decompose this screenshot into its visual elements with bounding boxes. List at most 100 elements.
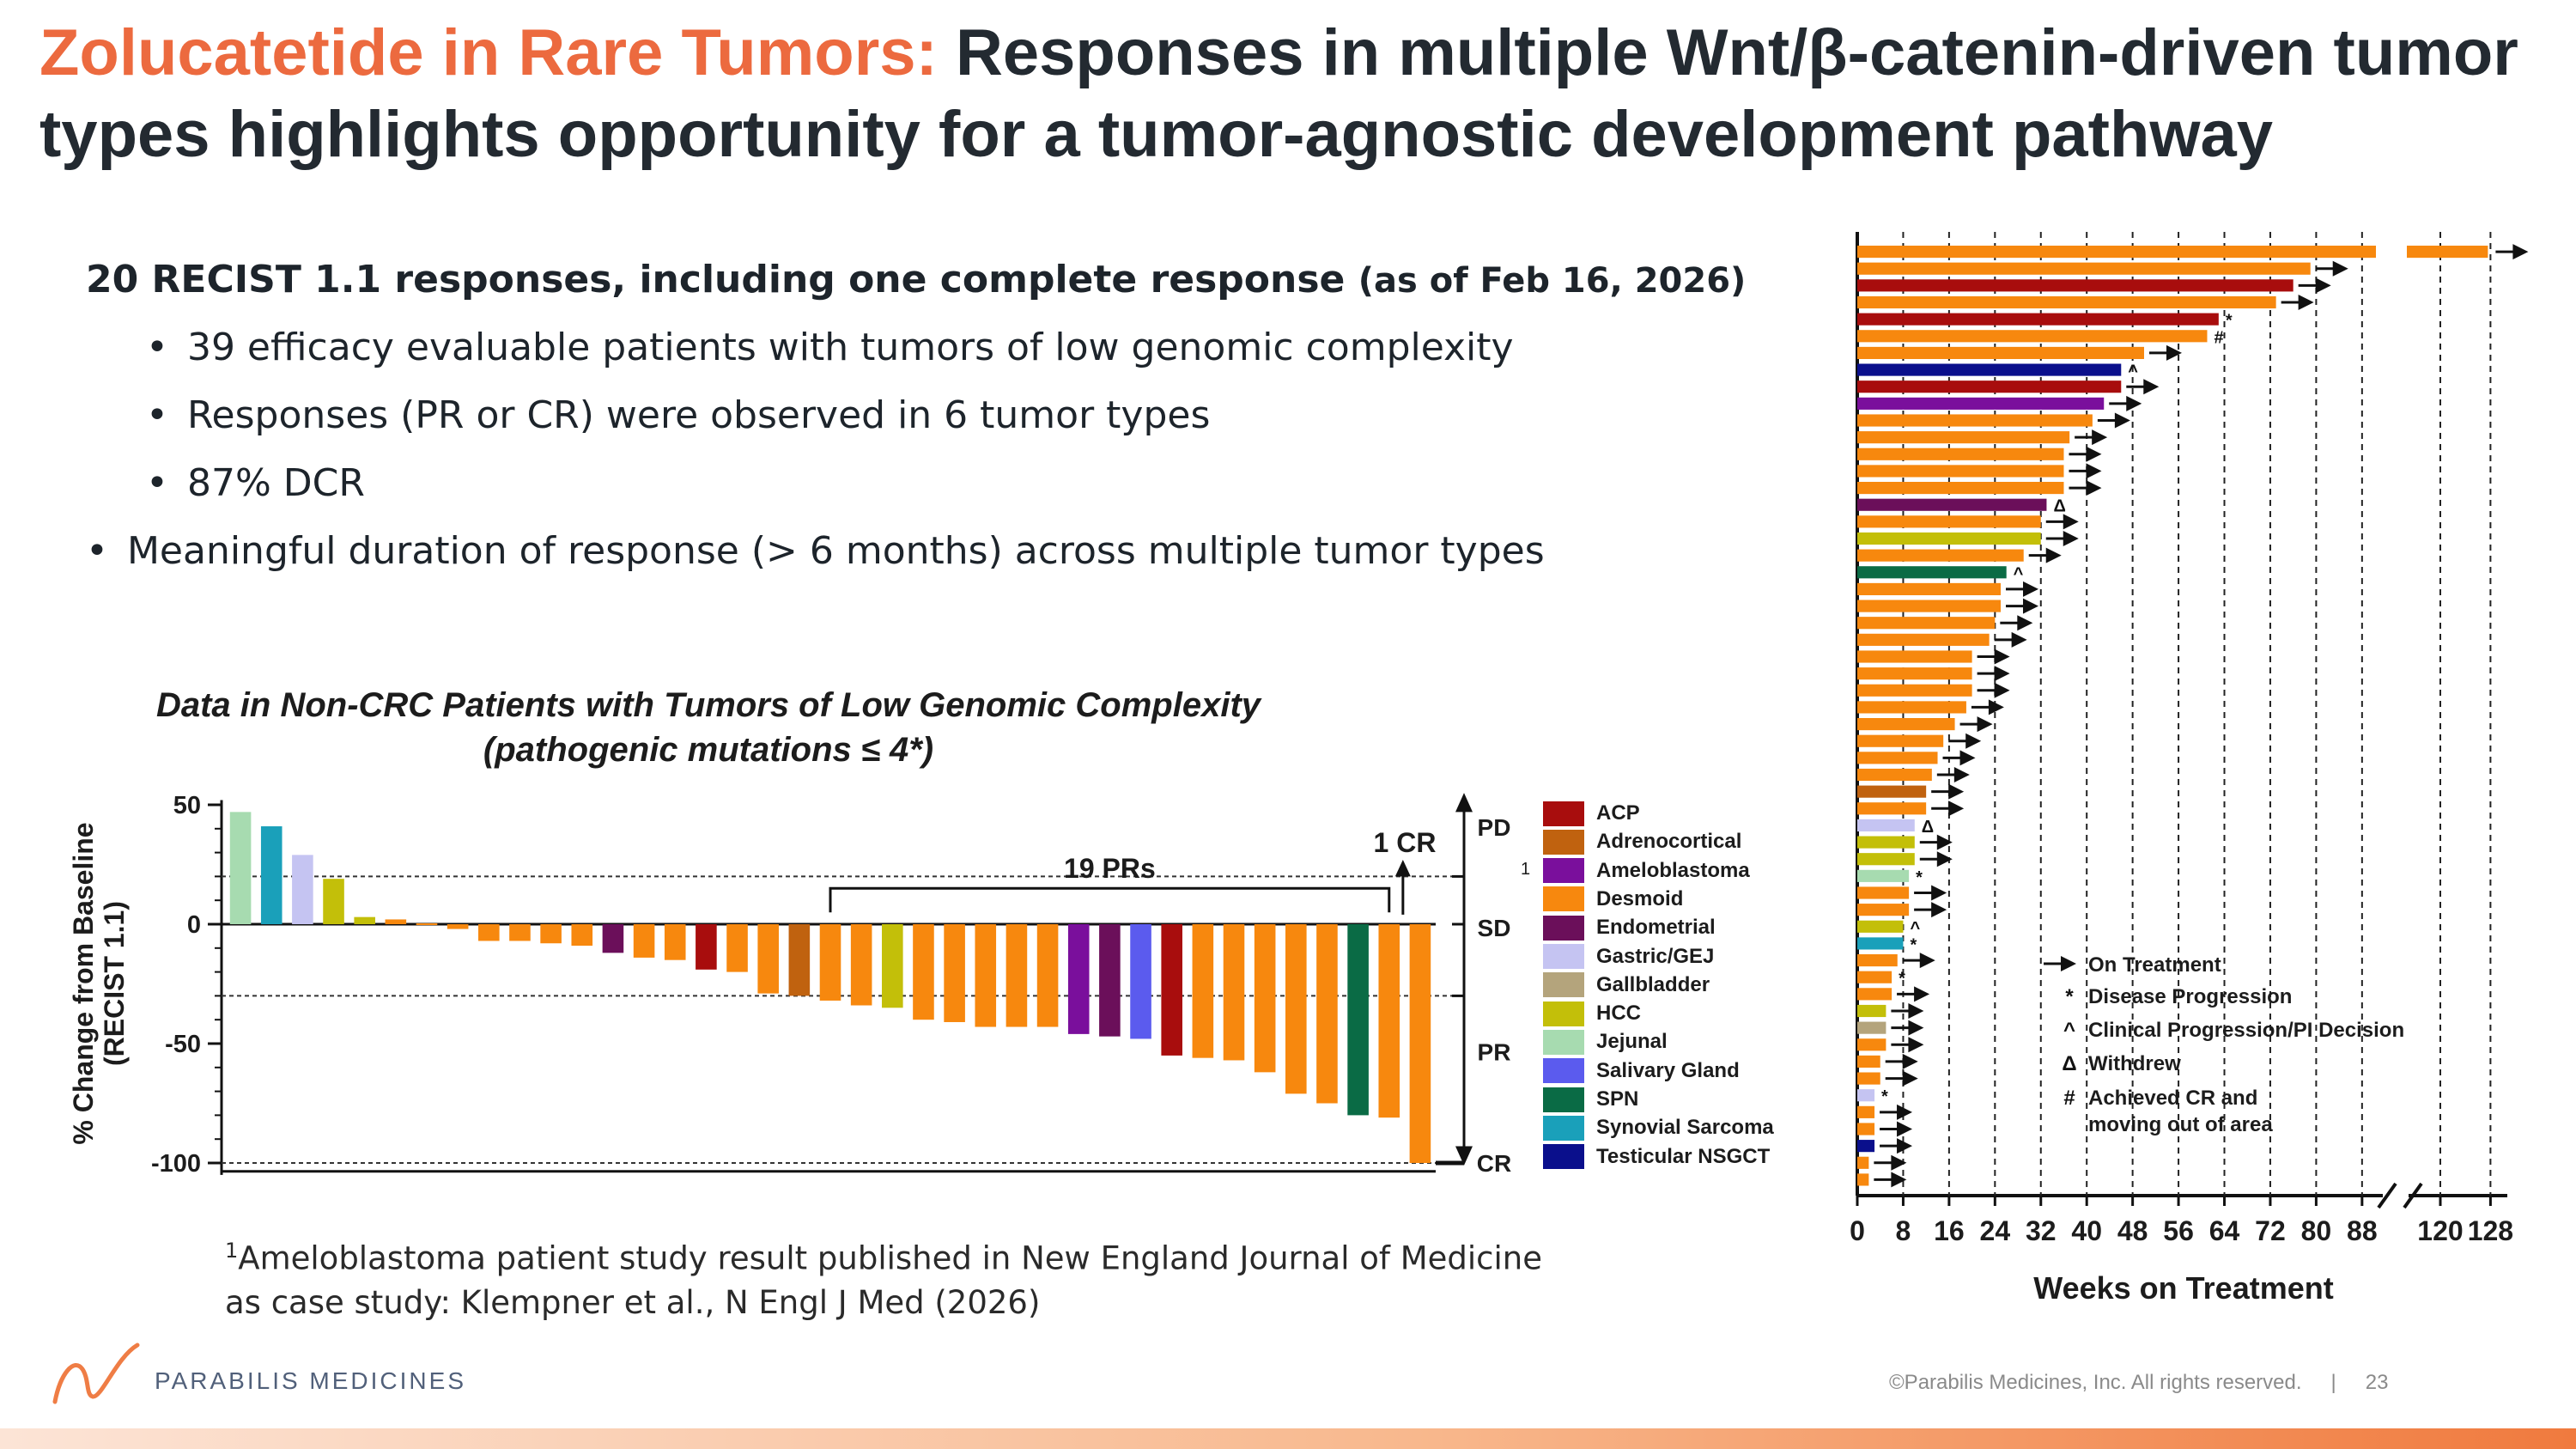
waterfall-bar <box>726 924 748 972</box>
waterfall-bar <box>602 924 624 953</box>
waterfall-bar <box>323 879 344 924</box>
waterfall-bar <box>1409 924 1431 1163</box>
bullet-duration: Meaningful duration of response (> 6 mon… <box>86 529 1746 573</box>
waterfall-bar <box>260 826 283 924</box>
legend-swatch <box>1543 944 1584 969</box>
legend-label: Testicular NSGCT <box>1596 1144 1771 1168</box>
legend-label: HCC <box>1596 1002 1641 1026</box>
waterfall-bar <box>447 924 469 929</box>
footnote-line2: as case study: Klempner et al., N Engl J… <box>225 1284 1041 1322</box>
zone-label: CR <box>1477 1150 1511 1177</box>
waterfall-bar <box>229 812 252 924</box>
legend-label: Adrenocortical <box>1596 830 1742 854</box>
legend-swatch <box>1543 1029 1584 1055</box>
legend-item: Ameloblastoma 1 <box>1521 858 1750 884</box>
legend-item: Jejunal <box>1543 1029 1668 1055</box>
waterfall-y-tick-label: 50 <box>173 792 201 819</box>
legend-label: SPN <box>1596 1087 1639 1111</box>
waterfall-bar <box>975 924 997 1027</box>
page-title-accent: Zolucatetide in Rare Tumors: <box>39 16 938 89</box>
legend-swatch <box>1543 1001 1584 1026</box>
waterfall-bar <box>757 924 779 994</box>
waterfall-bar <box>850 924 872 1006</box>
legend-swatch <box>1543 801 1584 826</box>
page-number: 23 <box>2365 1371 2389 1394</box>
bullet-sub-3: 87% DCR <box>146 461 1746 505</box>
legend-item: Adrenocortical <box>1543 829 1741 855</box>
cr-arrowhead <box>1394 859 1411 877</box>
bullet-main-date: (as of Feb 16, 2026) <box>1358 261 1747 301</box>
legend-item: Endometrial <box>1543 915 1716 941</box>
legend-item: Testicular NSGCT <box>1543 1144 1770 1170</box>
zone-arrow-top <box>1455 793 1473 813</box>
copyright-text: ©Parabilis Medicines, Inc. All rights re… <box>1889 1371 2302 1394</box>
legend-label: Gallbladder <box>1596 972 1710 996</box>
legend-superscript: 1 <box>1521 859 1531 879</box>
zone-arrow-bottom <box>1455 1146 1473 1166</box>
legend-label: Ameloblastoma <box>1596 858 1750 882</box>
waterfall-bar <box>664 924 686 960</box>
waterfall-bar <box>788 924 811 996</box>
bullet-sub-1: 39 efficacy evaluable patients with tumo… <box>146 326 1746 369</box>
legend-label: Gastric/GEJ <box>1596 944 1715 968</box>
legend-label: ACP <box>1596 801 1640 825</box>
bullet-main-text: 20 RECIST 1.1 responses, including one c… <box>86 258 1346 301</box>
footnote-superscript: 1 <box>225 1239 239 1263</box>
parabilis-logo-icon <box>52 1342 140 1404</box>
cr-annotation: 1 CR <box>1374 827 1437 858</box>
waterfall-title-line1: Data in Non-CRC Patients with Tumors of … <box>155 686 1261 724</box>
waterfall-y-tick-label: 0 <box>187 911 201 939</box>
waterfall-bar <box>354 916 375 924</box>
waterfall-y-tick-label: -50 <box>165 1031 201 1058</box>
company-name: PARABILIS MEDICINES <box>155 1367 467 1394</box>
legend-item: Gastric/GEJ <box>1543 944 1714 970</box>
legend-item: ACP <box>1543 801 1640 826</box>
waterfall-bar <box>1067 924 1090 1034</box>
legend-swatch <box>1543 1087 1584 1112</box>
prs-bracket <box>829 886 1391 913</box>
waterfall-bar <box>571 924 593 947</box>
page-title: Zolucatetide in Rare Tumors: Responses i… <box>39 12 2564 175</box>
legend-swatch <box>1543 972 1584 998</box>
waterfall-bar <box>1036 924 1059 1027</box>
waterfall-bar <box>819 924 841 1001</box>
legend-item: SPN <box>1543 1087 1638 1112</box>
bullet-main: 20 RECIST 1.1 responses, including one c… <box>86 258 1746 301</box>
waterfall-bar <box>1285 924 1307 1094</box>
waterfall-y-tick-label: -100 <box>151 1150 201 1178</box>
waterfall-bar <box>1254 924 1276 1073</box>
page-title-rest: Responses in multiple Wnt/β-catenin-driv… <box>39 16 2518 171</box>
legend-label: Endometrial <box>1596 916 1716 940</box>
waterfall-bar <box>1192 924 1214 1058</box>
legend-swatch <box>1543 886 1584 912</box>
legend-swatch <box>1543 829 1584 855</box>
waterfall-bar <box>1130 924 1151 1039</box>
legend-label: Synovial Sarcoma <box>1596 1116 1774 1140</box>
waterfall-bar <box>1005 924 1028 1027</box>
zone-label: PD <box>1478 814 1511 841</box>
waterfall-bar <box>385 919 407 924</box>
legend-swatch <box>1543 915 1584 941</box>
legend-item: Gallbladder <box>1543 972 1710 998</box>
footnote-line1: Ameloblastoma patient study result publi… <box>238 1239 1542 1277</box>
bullet-sub-2: Responses (PR or CR) were observed in 6 … <box>146 393 1746 437</box>
waterfall-bar <box>1161 924 1182 1056</box>
legend-item: Salivary Gland <box>1543 1058 1740 1084</box>
waterfall-bar <box>1316 924 1338 1104</box>
zone-label: SD <box>1478 915 1511 941</box>
footnote: 1Ameloblastoma patient study result publ… <box>225 1228 1542 1325</box>
footer-separator: | <box>2330 1371 2336 1394</box>
legend-swatch <box>1543 858 1584 884</box>
waterfall-bar <box>633 924 655 958</box>
prs-annotation: 19 PRs <box>1064 853 1156 884</box>
legend-item: HCC <box>1543 1001 1641 1026</box>
zone-label: PR <box>1478 1038 1511 1065</box>
legend-swatch <box>1543 1058 1584 1084</box>
waterfall-bar <box>1378 924 1400 1118</box>
waterfall-bar <box>292 855 313 924</box>
bottom-accent-bar <box>0 1428 2576 1449</box>
legend-label: Desmoid <box>1596 886 1684 910</box>
bullet-list: 20 RECIST 1.1 responses, including one c… <box>86 258 1746 573</box>
waterfall-bar <box>913 924 934 1020</box>
